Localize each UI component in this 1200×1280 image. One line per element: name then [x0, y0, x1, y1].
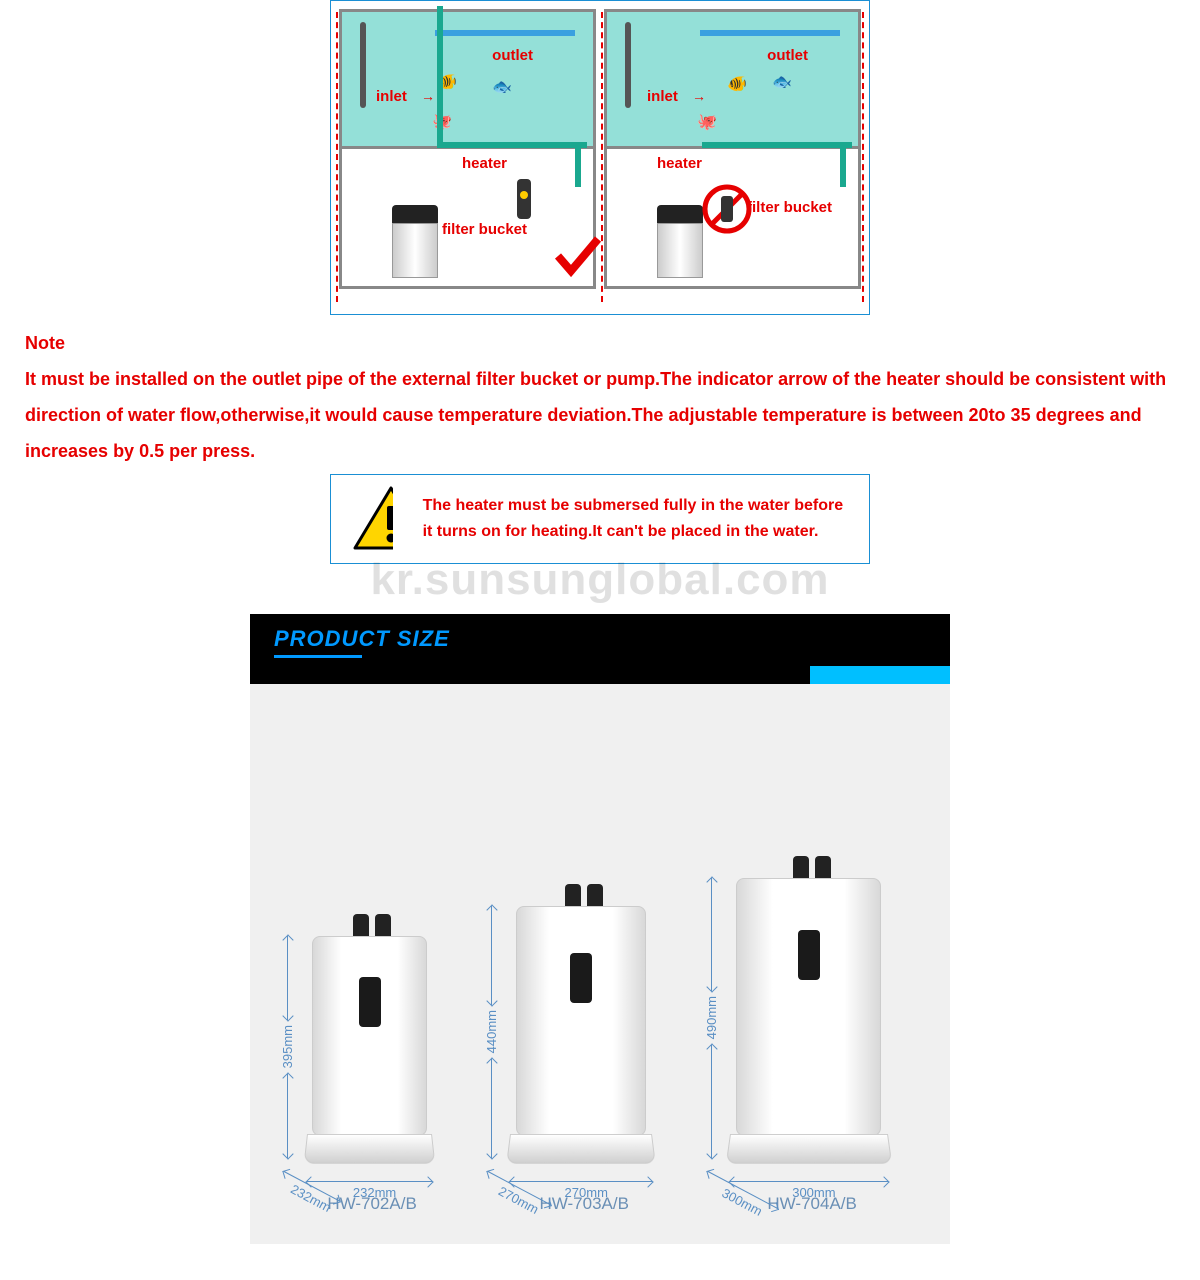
product-size-title: PRODUCT SIZE — [274, 626, 926, 652]
installation-diagram: outlet inlet → 🐠 🐟 🐙 heater filter bucke… — [330, 0, 870, 315]
filter-unit: 440mm 270mm 270mm — [516, 906, 652, 1164]
header-cyan-accent — [810, 666, 950, 684]
cabinet: heater filter bucket — [339, 149, 596, 289]
outlet-label: outlet — [492, 47, 533, 64]
filter-connectors — [565, 884, 603, 908]
setup-correct: outlet inlet → 🐠 🐟 🐙 heater filter bucke… — [339, 9, 596, 306]
product-size-section: PRODUCT SIZE 395mm 232mm 232mm — [250, 614, 950, 1244]
product-item: 395mm 232mm 232mm HW-702A/B — [312, 936, 432, 1214]
dim-width: 232mm — [353, 1185, 396, 1200]
dim-height: 395mm — [280, 1025, 295, 1068]
filter-unit: 490mm 300mm 300mm — [736, 878, 888, 1164]
dim-width: 270mm — [565, 1185, 608, 1200]
prohibited-icon — [702, 184, 752, 234]
checkmark-icon — [553, 231, 603, 281]
filter-base — [304, 1134, 436, 1164]
note-block: Note It must be installed on the outlet … — [0, 325, 1200, 469]
outlet-label: outlet — [767, 47, 808, 64]
filter-bucket-graphic — [392, 205, 438, 278]
inlet-pipe — [625, 22, 631, 108]
heater-unit — [517, 179, 531, 219]
filter-bucket-graphic — [657, 205, 703, 278]
filter-connectors — [793, 856, 831, 880]
warning-text: The heater must be submersed fully in th… — [423, 493, 849, 544]
filter-handle — [359, 977, 381, 1027]
aquarium-tank: outlet inlet → 🐠 🐟 🐙 — [604, 9, 861, 149]
filter-connectors — [353, 914, 391, 938]
aquarium-tank: outlet inlet → 🐠 🐟 🐙 — [339, 9, 596, 149]
note-title: Note — [25, 325, 1175, 361]
setup-incorrect: outlet inlet → 🐠 🐟 🐙 heater filter bucke… — [604, 9, 861, 306]
filter-bucket-label: filter bucket — [747, 199, 832, 216]
warning-box: The heater must be submersed fully in th… — [330, 474, 870, 564]
heater-label: heater — [462, 155, 507, 172]
inlet-label: inlet — [647, 88, 678, 105]
product-item: 440mm 270mm 270mm HW-703A/B — [516, 906, 652, 1214]
heater-label: heater — [657, 155, 702, 172]
dim-width: 300mm — [792, 1185, 835, 1200]
dim-height: 490mm — [704, 996, 719, 1039]
filter-base — [506, 1134, 656, 1164]
product-body: 395mm 232mm 232mm HW-702A/B — [250, 684, 950, 1244]
arrow-right: → — [421, 88, 435, 104]
filter-base — [726, 1134, 893, 1164]
warning-icon — [351, 484, 393, 554]
filter-body — [312, 936, 427, 1136]
filter-body — [736, 878, 881, 1136]
product-header: PRODUCT SIZE — [250, 614, 950, 684]
title-underline — [274, 655, 362, 658]
dim-height: 440mm — [484, 1010, 499, 1053]
product-item: 490mm 300mm 300mm HW-704A/B — [736, 878, 888, 1214]
filter-handle — [570, 953, 592, 1003]
filter-unit: 395mm 232mm 232mm — [312, 936, 432, 1164]
filter-body — [516, 906, 646, 1136]
arrow-right: → — [692, 88, 706, 104]
filter-handle — [798, 930, 820, 980]
note-body: It must be installed on the outlet pipe … — [25, 361, 1175, 469]
spray-bar — [435, 30, 575, 36]
filter-bucket-label: filter bucket — [442, 221, 527, 238]
spray-bar — [700, 30, 840, 36]
inlet-label: inlet — [376, 88, 407, 105]
inlet-pipe — [360, 22, 366, 108]
cabinet: heater filter bucket — [604, 149, 861, 289]
